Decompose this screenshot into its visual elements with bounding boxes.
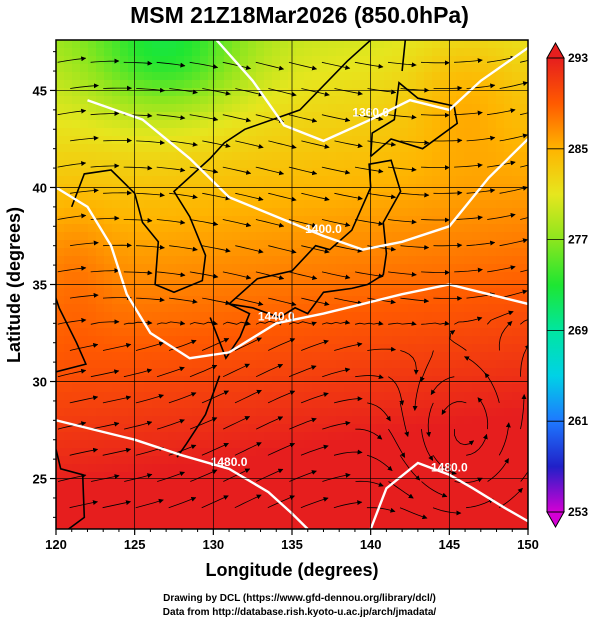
credit-line-drawing: Drawing by DCL (https://www.gfd-dennou.o…	[163, 593, 436, 604]
contour-label-1: 1400.0	[305, 222, 342, 236]
colorbar-tick-label: 269	[568, 323, 588, 337]
x-tick-label: 120	[45, 537, 67, 552]
wind-streamlines	[57, 55, 528, 520]
colorbar-tick-label: 253	[568, 505, 588, 519]
coastlines	[56, 40, 459, 529]
coastline-segment	[56, 295, 88, 373]
credit-line-data: Data from http://database.rish.kyoto-u.a…	[162, 607, 437, 618]
y-tick-label: 40	[33, 180, 47, 195]
y-tick-label: 45	[33, 83, 47, 98]
x-axis-ticks: 120 125 130 135 140 145 150	[45, 529, 539, 552]
x-tick-label: 125	[124, 537, 146, 552]
lat-lon-grid	[56, 40, 528, 529]
contour-label-2: 1440.0	[258, 309, 295, 323]
y-tick-label: 30	[33, 375, 47, 390]
colorbar-tick-label: 285	[568, 142, 588, 156]
colorbar: 293 285 277 269 261 253	[546, 41, 588, 529]
contour-line-2	[56, 186, 528, 360]
y-tick-label: 25	[33, 472, 47, 487]
x-tick-label: 150	[517, 537, 539, 552]
map-title: MSM 21Z18Mar2026 (850.0hPa)	[130, 2, 469, 28]
y-axis-label: Latitude (degrees)	[4, 207, 24, 363]
x-tick-label: 130	[202, 537, 224, 552]
y-axis-ticks: 25 30 35 40 45	[33, 51, 56, 518]
colorbar-top-triangle	[546, 41, 565, 59]
colorbar-bar	[546, 57, 565, 513]
x-tick-label: 145	[438, 537, 460, 552]
x-tick-label: 140	[360, 537, 382, 552]
coastline-segment	[209, 159, 402, 360]
y-tick-label: 35	[33, 278, 47, 293]
colorbar-bottom-triangle	[546, 511, 565, 529]
coastline-segment	[56, 449, 86, 529]
colorbar-tick-label: 293	[568, 51, 588, 65]
colorbar-tick-label: 261	[568, 414, 588, 428]
contour-line-1	[87, 99, 528, 251]
x-tick-label: 135	[281, 537, 303, 552]
contour-line-3	[56, 419, 309, 529]
coastline-segment	[176, 375, 221, 458]
coastline-segment	[369, 81, 459, 158]
contour-label-3: 1480.0	[211, 455, 248, 469]
coastline-segment	[401, 40, 407, 72]
x-axis-label: Longitude (degrees)	[205, 560, 378, 580]
credits: Drawing by DCL (https://www.gfd-dennou.o…	[0, 592, 599, 620]
coastline-segment	[70, 40, 372, 294]
colorbar-tick-label: 277	[568, 233, 588, 247]
